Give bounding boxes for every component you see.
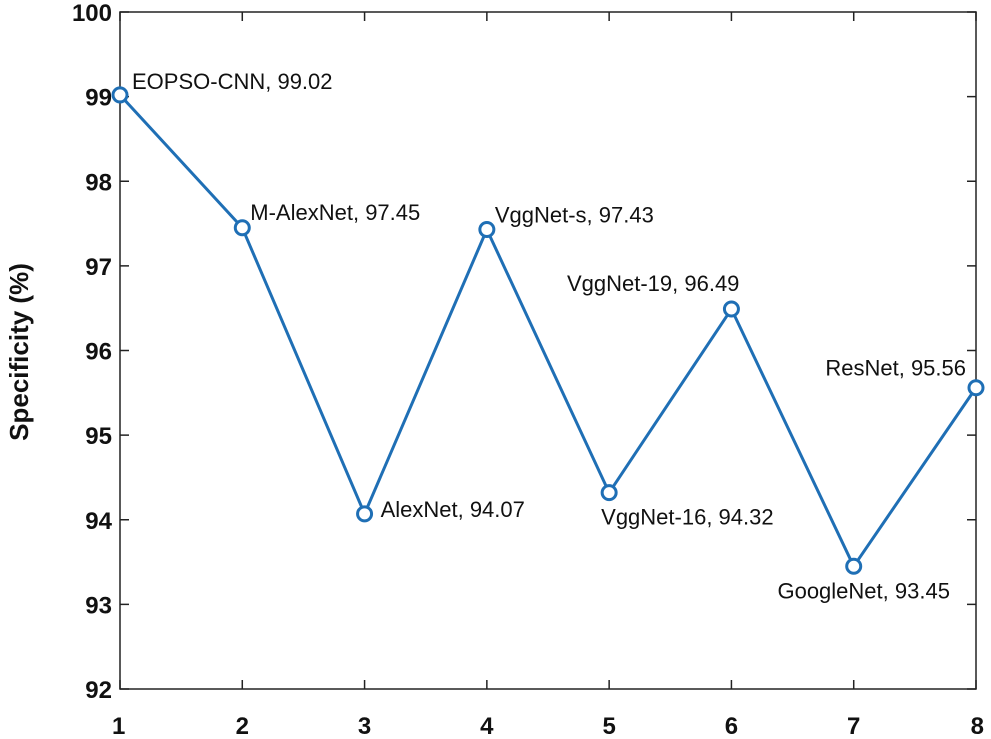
x-tick-label: 2 <box>236 713 249 739</box>
data-label: AlexNet, 94.07 <box>381 497 525 522</box>
series-layer <box>111 86 985 575</box>
series-line <box>118 93 978 568</box>
data-label: VggNet-19, 96.49 <box>567 271 739 296</box>
data-label: VggNet-s, 97.43 <box>495 202 654 227</box>
y-tick-label: 99 <box>85 85 112 112</box>
data-label: GoogleNet, 93.45 <box>777 578 949 603</box>
y-axis-label: Specificity (%) <box>4 263 34 441</box>
axes: 92 93 94 95 96 97 98 99 100 1 2 3 4 5 6 7 8 <box>72 0 984 739</box>
data-point <box>233 219 251 237</box>
y-tick-label: 92 <box>85 677 112 704</box>
x-tick-label: 1 <box>112 713 125 739</box>
data-point <box>967 379 985 397</box>
x-tick-label: 6 <box>725 713 738 739</box>
data-label: VggNet-16, 94.32 <box>601 505 773 530</box>
data-point <box>600 484 618 502</box>
x-tick-label: 4 <box>480 713 494 739</box>
y-tick-label: 94 <box>85 508 112 535</box>
data-point <box>845 557 863 575</box>
y-tick-label: 97 <box>85 254 112 281</box>
data-label: ResNet, 95.56 <box>825 356 966 381</box>
y-tick-label: 95 <box>85 423 112 450</box>
data-point <box>478 220 496 238</box>
y-tick-label: 98 <box>85 169 112 196</box>
y-tick-label: 96 <box>85 339 112 366</box>
data-point <box>722 300 740 318</box>
data-labels: EOPSO-CNN, 99.02 M-AlexNet, 97.45 AlexNet,… <box>132 69 966 603</box>
y-tick-label: 93 <box>85 592 112 619</box>
data-label: EOPSO-CNN, 99.02 <box>132 69 333 94</box>
data-point <box>356 505 374 523</box>
data-point <box>111 86 129 104</box>
x-tick-label: 5 <box>602 713 615 739</box>
x-tick-label: 8 <box>971 713 984 739</box>
y-tick-label: 100 <box>72 0 112 27</box>
x-tick-label: 3 <box>358 713 371 739</box>
data-label: M-AlexNet, 97.45 <box>250 200 420 225</box>
x-tick-label: 7 <box>847 713 860 739</box>
